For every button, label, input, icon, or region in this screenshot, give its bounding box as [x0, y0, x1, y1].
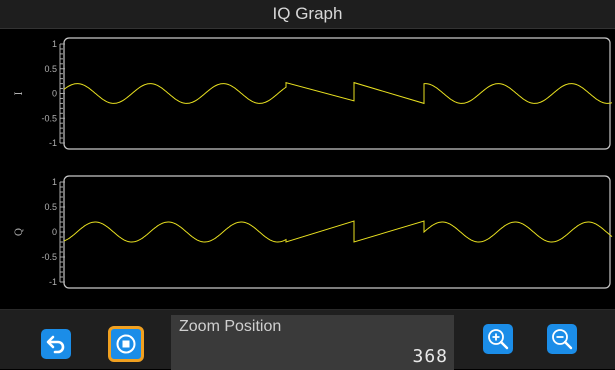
zoom-position-value: 368	[412, 346, 448, 367]
y-tick-label: -0.5	[41, 113, 57, 123]
plot-frame	[63, 175, 611, 289]
zoom-position-label: Zoom Position	[179, 318, 282, 335]
y-tick-label: -0.5	[41, 252, 57, 262]
y-tick-label: 0	[52, 227, 57, 237]
iq-graph-canvas[interactable]: 1 0.5 0 -0.5 -1 I 1 0.5 0 -0.5 -1 Q	[0, 29, 615, 309]
stop-icon	[116, 334, 136, 354]
graph-area: 1 0.5 0 -0.5 -1 I 1 0.5 0 -0.5 -1 Q	[0, 29, 615, 309]
window-title: IQ Graph	[272, 4, 343, 23]
back-button[interactable]	[41, 329, 71, 359]
zoom-in-icon	[488, 329, 509, 350]
y-tick-label: -1	[49, 138, 57, 148]
window-title-bar: IQ Graph	[0, 0, 615, 29]
iq-trace-q	[63, 220, 613, 243]
y-tick-label: 0.5	[44, 64, 57, 74]
zoom-out-icon	[552, 329, 573, 350]
zoom-out-button[interactable]	[547, 324, 577, 354]
iq-trace-i	[63, 81, 613, 105]
plot-q: 1 0.5 0 -0.5 -1 Q	[14, 175, 613, 289]
stop-button[interactable]	[108, 326, 144, 362]
undo-arrow-icon	[46, 335, 65, 354]
y-tick-label: 0.5	[44, 202, 57, 212]
y-axis-name: I	[14, 91, 25, 95]
y-tick-label: -1	[49, 277, 57, 287]
zoom-position-panel: Zoom Position 368	[171, 315, 454, 370]
bottom-toolbar: Zoom Position 368	[0, 309, 615, 370]
plot-frame	[63, 37, 611, 150]
y-tick-label: 1	[52, 177, 57, 187]
zoom-in-button[interactable]	[483, 324, 513, 354]
y-axis-name: Q	[14, 228, 25, 236]
y-tick-label: 0	[52, 89, 57, 99]
y-tick-label: 1	[52, 39, 57, 49]
plot-i: 1 0.5 0 -0.5 -1 I	[14, 37, 613, 150]
